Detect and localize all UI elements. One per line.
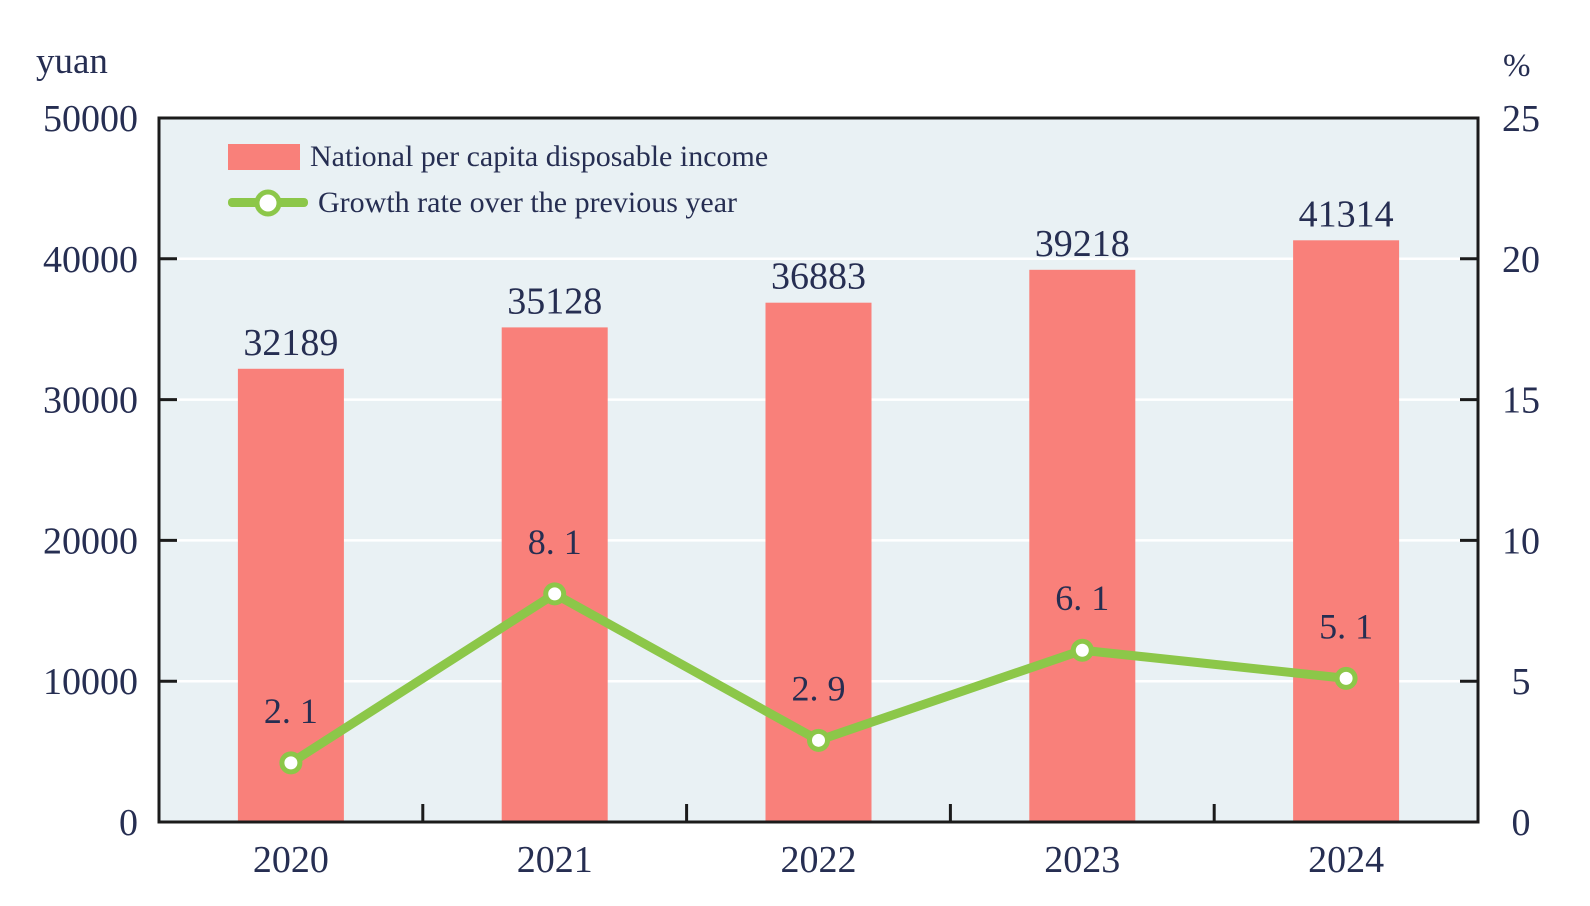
plot-frame: [157, 116, 1480, 824]
x-axis-label-2023: 2023: [1044, 839, 1120, 881]
left-axis-label-50000: 50000: [43, 98, 138, 140]
line-marker-2020: [279, 751, 303, 775]
left-axis-label-0: 0: [119, 802, 138, 844]
legend-label-income: National per capita disposable income: [310, 139, 769, 173]
rate-value-label-2024: 5. 1: [1319, 606, 1373, 646]
line-series-swatch-icon: [228, 189, 308, 216]
line-marker-2023: [1070, 638, 1094, 662]
bar-value-label-2023: 39218: [1035, 223, 1130, 265]
right-axis-label-10: 10: [1502, 520, 1540, 562]
left-axis-label-40000: 40000: [43, 239, 138, 281]
line-marker-dot-icon: [254, 189, 282, 216]
right-axis-label-15: 15: [1502, 380, 1540, 422]
line-marker-2021: [543, 582, 567, 606]
bar-value-label-2024: 41314: [1299, 193, 1394, 235]
rate-value-label-2021: 8. 1: [528, 522, 582, 562]
left-axis-unit: yuan: [36, 41, 108, 82]
line-marker-2022: [807, 728, 830, 752]
bar-value-label-2020: 32189: [243, 322, 338, 364]
bar-value-label-2021: 35128: [507, 280, 602, 322]
bar-2021: [501, 327, 608, 822]
left-axis-label-20000: 20000: [43, 520, 138, 562]
rate-value-label-2020: 2. 1: [264, 691, 318, 731]
legend-label-growth: Growth rate over the previous year: [318, 185, 738, 219]
x-axis-label-2021: 2021: [517, 839, 593, 881]
right-axis-label-5: 5: [1512, 661, 1531, 703]
right-axis-label-0: 0: [1512, 802, 1531, 844]
bar-value-label-2022: 36883: [771, 256, 866, 298]
line-marker-2024: [1334, 666, 1358, 690]
right-axis-label-25: 25: [1502, 98, 1540, 140]
rate-value-label-2023: 6. 1: [1055, 578, 1109, 618]
bar-2020: [237, 368, 344, 822]
bar-2024: [1293, 240, 1400, 822]
right-axis-label-20: 20: [1502, 239, 1540, 281]
left-axis-label-30000: 30000: [43, 380, 138, 422]
chart-legend: National per capita disposable income Gr…: [228, 140, 768, 219]
left-axis-label-10000: 10000: [43, 661, 138, 703]
x-axis-label-2024: 2024: [1308, 839, 1384, 881]
bar-2023: [1029, 269, 1136, 822]
bar-series-swatch-icon: [228, 143, 300, 170]
legend-item-growth: Growth rate over the previous year: [228, 186, 768, 219]
legend-item-income: National per capita disposable income: [228, 140, 768, 173]
rate-value-label-2022: 2. 9: [792, 668, 846, 708]
x-axis-label-2020: 2020: [253, 839, 329, 881]
right-axis-unit: %: [1503, 48, 1531, 84]
x-axis-label-2022: 2022: [781, 839, 857, 881]
